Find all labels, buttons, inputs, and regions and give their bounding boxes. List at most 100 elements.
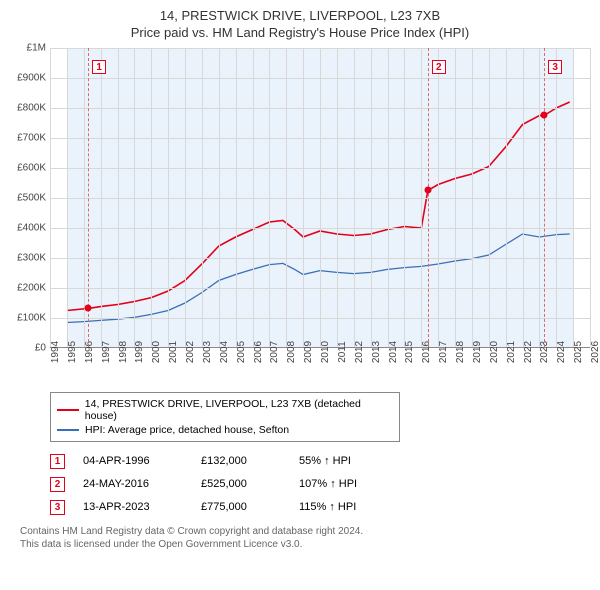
x-axis-label: 2018	[455, 341, 466, 363]
legend-text: HPI: Average price, detached house, Seft…	[85, 424, 289, 436]
y-axis-label: £700K	[10, 132, 46, 143]
legend-row: HPI: Average price, detached house, Seft…	[57, 423, 393, 437]
y-axis-label: £400K	[10, 222, 46, 233]
x-axis-label: 2009	[303, 341, 314, 363]
x-axis-label: 1999	[134, 341, 145, 363]
legend: 14, PRESTWICK DRIVE, LIVERPOOL, L23 7XB …	[50, 392, 400, 442]
gridline-v	[472, 48, 473, 347]
gridline-v	[286, 48, 287, 347]
gridline-v	[202, 48, 203, 347]
gridline-v	[303, 48, 304, 347]
x-axis-label: 2017	[438, 341, 449, 363]
x-axis-label: 2022	[523, 341, 534, 363]
legend-row: 14, PRESTWICK DRIVE, LIVERPOOL, L23 7XB …	[57, 397, 393, 423]
gridline-v	[320, 48, 321, 347]
gridline-v	[168, 48, 169, 347]
series-property	[67, 102, 570, 311]
x-axis-label: 1996	[84, 341, 95, 363]
gridline-v	[67, 48, 68, 347]
y-axis-label: £500K	[10, 192, 46, 203]
x-axis-label: 2013	[371, 341, 382, 363]
event-date: 13-APR-2023	[83, 501, 183, 513]
event-row: 2 24-MAY-2016 £525,000 107% ↑ HPI	[50, 473, 590, 496]
event-pct: 55% ↑ HPI	[299, 455, 389, 467]
event-marker-box: 1	[50, 454, 65, 469]
marker-line	[428, 48, 429, 347]
x-axis-label: 2015	[404, 341, 415, 363]
x-axis-label: 2001	[168, 341, 179, 363]
x-axis-label: 2002	[185, 341, 196, 363]
event-row: 313-APR-2023£775,000115% ↑ HPI	[50, 496, 590, 519]
x-axis-label: 2026	[590, 341, 600, 363]
x-axis-label: 2012	[354, 341, 365, 363]
gridline-v	[118, 48, 119, 347]
gridline-v	[371, 48, 372, 347]
x-axis-label: 2016	[421, 341, 432, 363]
footer: Contains HM Land Registry data © Crown c…	[20, 525, 590, 551]
title-line-1: 14, PRESTWICK DRIVE, LIVERPOOL, L23 7XB	[10, 8, 590, 25]
plot-area: £0£100K£200K£300K£400K£500K£600K£700K£80…	[50, 48, 590, 348]
events-table: 1 04-APR-1996 £132,000 55% ↑ HPI 2 24-MAY-201…	[50, 450, 590, 519]
y-axis-label: £300K	[10, 252, 46, 263]
x-axis-label: 1997	[101, 341, 112, 363]
x-axis-label: 1995	[67, 341, 78, 363]
event-marker-box: 2	[50, 477, 65, 492]
x-axis-label: 1994	[50, 341, 61, 363]
gridline-v	[404, 48, 405, 347]
event-date: 24-MAY-2016	[83, 478, 183, 490]
gridline-v	[354, 48, 355, 347]
marker-box: 1	[92, 60, 106, 74]
x-axis-label: 2014	[388, 341, 399, 363]
x-axis-label: 2025	[573, 341, 584, 363]
event-price: £525,000	[201, 478, 281, 490]
x-axis-label: 2024	[556, 341, 567, 363]
marker-box: 3	[548, 60, 562, 74]
event-price: £775,000	[201, 501, 281, 513]
gridline-v	[253, 48, 254, 347]
x-axis-label: 2005	[236, 341, 247, 363]
x-axis-label: 2019	[472, 341, 483, 363]
marker-line	[544, 48, 545, 347]
gridline-v	[556, 48, 557, 347]
y-axis-label: £900K	[10, 72, 46, 83]
marker-line	[88, 48, 89, 347]
series-hpi	[67, 234, 570, 323]
gridline-v	[151, 48, 152, 347]
gridline-v	[590, 48, 591, 347]
event-pct: 115% ↑ HPI	[299, 501, 389, 513]
gridline-v	[489, 48, 490, 347]
x-axis-label: 1998	[118, 341, 129, 363]
gridline-v	[101, 48, 102, 347]
gridline-v	[523, 48, 524, 347]
legend-text: 14, PRESTWICK DRIVE, LIVERPOOL, L23 7XB …	[85, 398, 393, 422]
y-axis-label: £800K	[10, 102, 46, 113]
gridline-v	[573, 48, 574, 347]
gridline-v	[269, 48, 270, 347]
event-row: 1 04-APR-1996 £132,000 55% ↑ HPI	[50, 450, 590, 473]
y-axis-label: £600K	[10, 162, 46, 173]
event-date: 04-APR-1996	[83, 455, 183, 467]
y-axis-label: £1M	[10, 42, 46, 53]
chart-wrap: £0£100K£200K£300K£400K£500K£600K£700K£80…	[50, 48, 590, 348]
x-axis-label: 2010	[320, 341, 331, 363]
event-price: £132,000	[201, 455, 281, 467]
legend-swatch	[57, 429, 79, 431]
gridline-v	[185, 48, 186, 347]
footer-line-2: This data is licensed under the Open Gov…	[20, 538, 590, 551]
x-axis-label: 2003	[202, 341, 213, 363]
marker-box: 2	[432, 60, 446, 74]
x-axis-label: 2006	[253, 341, 264, 363]
gridline-v	[236, 48, 237, 347]
gridline-v	[50, 48, 51, 347]
y-axis-label: £0	[10, 342, 46, 353]
event-pct: 107% ↑ HPI	[299, 478, 389, 490]
gridline-v	[134, 48, 135, 347]
gridline-v	[421, 48, 422, 347]
x-axis-label: 2007	[269, 341, 280, 363]
gridline-v	[388, 48, 389, 347]
x-axis-label: 2011	[337, 341, 348, 363]
y-axis-label: £100K	[10, 312, 46, 323]
x-axis-label: 2020	[489, 341, 500, 363]
gridline-v	[539, 48, 540, 347]
footer-line-1: Contains HM Land Registry data © Crown c…	[20, 525, 590, 538]
